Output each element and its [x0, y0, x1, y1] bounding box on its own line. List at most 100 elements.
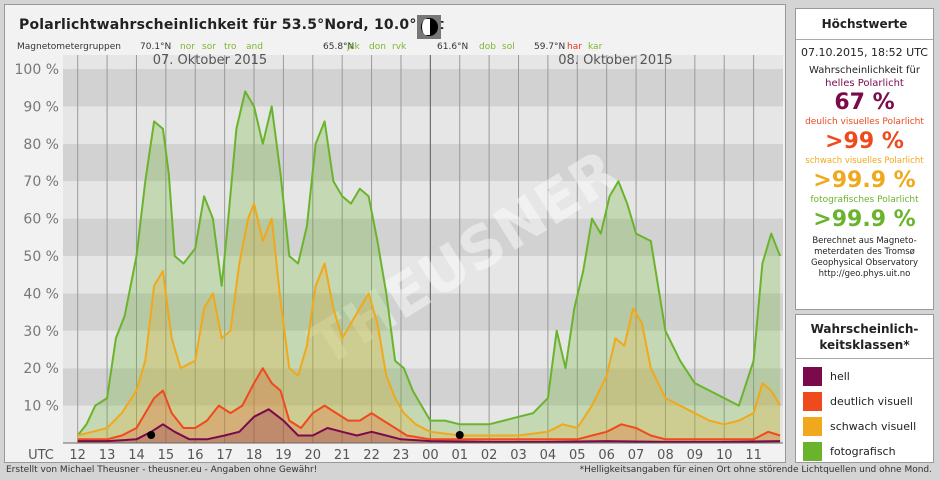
- y-tick-label: 10 %: [23, 399, 59, 415]
- foto-value: >99.9 %: [813, 207, 916, 232]
- x-tick-label: 20: [305, 448, 322, 463]
- moon-marker: [455, 431, 464, 439]
- mag-group-label: nor: [180, 42, 195, 52]
- hell-label: helles Polarlicht: [825, 78, 904, 89]
- chart-title: Polarlichtwahrscheinlichkeit für 53.5°No…: [19, 17, 445, 33]
- mag-group-label: and: [246, 42, 263, 52]
- mag-group-label: 70.1°N: [140, 42, 172, 52]
- y-tick-label: 60 %: [23, 212, 59, 228]
- hell-value: 67 %: [834, 90, 895, 115]
- legend-swatch: [803, 417, 822, 436]
- x-tick-label: 23: [393, 448, 410, 463]
- series-line: [77, 367, 781, 441]
- grid-band: [63, 106, 783, 144]
- deutlich-label: deulich visuelles Polarlicht: [805, 117, 924, 127]
- x-tick-label: UTC: [28, 448, 54, 463]
- source-link[interactable]: http://geo.phys.uit.no: [818, 269, 911, 279]
- x-tick-label: 12: [69, 448, 86, 463]
- legend-item-foto: fotografisch: [796, 440, 933, 465]
- x-tick-label: 19: [275, 448, 292, 463]
- mag-group-label: 61.6°N: [437, 42, 469, 52]
- x-tick-label: 13: [99, 448, 116, 463]
- grid-band: [63, 330, 783, 369]
- y-tick-label: 100 %: [15, 62, 59, 78]
- max-datetime: 07.10.2015, 18:52 UTC: [801, 46, 928, 59]
- mag-group-label: tro: [224, 42, 237, 52]
- grid-band: [63, 181, 783, 219]
- moon-marker: [147, 431, 156, 439]
- x-tick-label: 09: [687, 448, 704, 463]
- mag-group-label: jck: [347, 42, 360, 52]
- deutlich-value: >99 %: [825, 129, 904, 154]
- x-tick-label: 03: [510, 448, 527, 463]
- mag-group-label: sol: [502, 42, 515, 52]
- x-tick-label: 02: [481, 448, 498, 463]
- schwach-label: schwach visuelles Polarlicht: [805, 156, 924, 166]
- series-line: [76, 90, 782, 437]
- max-values-box: Höchstwerte 07.10.2015, 18:52 UTC Wahrsc…: [795, 8, 934, 310]
- x-tick-label: 11: [745, 448, 762, 463]
- series-area: [77, 368, 781, 443]
- moon-phase-icon: [417, 15, 441, 39]
- mag-group-label: har: [567, 42, 582, 52]
- mag-group-label: Magnetometergruppen: [17, 42, 121, 52]
- y-tick-label: 40 %: [23, 286, 59, 302]
- y-tick-label: 70 %: [23, 174, 59, 190]
- date-label: 07. Oktober 2015: [153, 53, 267, 68]
- magnetometer-groups-row: Magnetometergruppen 70.1°N nor sor tro and 65.…: [17, 42, 789, 54]
- mag-group-label: rvk: [392, 42, 407, 52]
- y-tick-label: 80 %: [23, 137, 59, 153]
- mag-group-label: dob: [479, 42, 496, 52]
- x-tick-label: 17: [216, 448, 233, 463]
- x-tick-label: 21: [334, 448, 351, 463]
- grid-band: [63, 368, 783, 406]
- series-area: [77, 91, 781, 444]
- x-tick-label: 08: [657, 448, 674, 463]
- legend-item-hell: hell: [796, 365, 933, 390]
- legend-swatch: [803, 392, 822, 411]
- grid-band: [63, 69, 783, 107]
- legend-swatch: [803, 442, 822, 461]
- x-tick-label: 22: [363, 448, 380, 463]
- x-tick-label: 15: [158, 448, 175, 463]
- schwach-value: >99.9 %: [813, 168, 916, 193]
- mag-group-label: don: [369, 42, 386, 52]
- source-note-3: Geophysical Observatory: [810, 258, 919, 268]
- footer-note: *Helligkeitsangaben für einen Ort ohne s…: [579, 465, 932, 475]
- x-tick-label: 00: [422, 448, 439, 463]
- grid-band: [63, 218, 783, 256]
- mag-group-label: kar: [588, 42, 603, 52]
- x-tick-label: 06: [598, 448, 615, 463]
- legend-box: Wahrscheinlich- keitsklassen* hell deutl…: [795, 314, 934, 463]
- mag-group-label: sor: [202, 42, 216, 52]
- date-label: 08. Oktober 2015: [558, 53, 672, 68]
- foto-label: fotografisches Polarlicht: [810, 195, 919, 205]
- x-tick-label: 05: [569, 448, 586, 463]
- legend-swatch: [803, 367, 822, 386]
- source-note-2: meterdaten des Tromsø: [814, 247, 915, 257]
- y-tick-label: 30 %: [23, 324, 59, 340]
- x-tick-label: 10: [716, 448, 733, 463]
- legend-item-deutlich: deutlich visuell: [796, 390, 933, 415]
- max-intro: Wahrscheinlichkeit für: [809, 65, 920, 76]
- footer-credit: Erstellt von Michael Theusner - theusner…: [6, 465, 318, 475]
- x-tick-label: 07: [628, 448, 645, 463]
- legend-title: Wahrscheinlich- keitsklassen*: [810, 322, 919, 352]
- x-tick-label: 16: [187, 448, 204, 463]
- y-tick-label: 50 %: [23, 249, 59, 265]
- chart-panel: Polarlichtwahrscheinlichkeit für 53.5°No…: [4, 4, 786, 463]
- grid-band: [63, 55, 783, 69]
- mag-group-label: 59.7°N: [534, 42, 566, 52]
- mag-group-label: 65.8°N: [323, 42, 355, 52]
- y-tick-label: 90 %: [23, 99, 59, 115]
- x-tick-label: 14: [128, 448, 145, 463]
- series-line: [77, 408, 781, 443]
- x-tick-label: 18: [246, 448, 263, 463]
- series-line: [77, 202, 781, 437]
- source-note-1: Berechnet aus Magneto-: [812, 236, 917, 246]
- max-values-title: Höchstwerte: [821, 17, 908, 31]
- grid-band: [63, 143, 783, 182]
- x-tick-label: 04: [540, 448, 557, 463]
- y-tick-label: 20 %: [23, 361, 59, 377]
